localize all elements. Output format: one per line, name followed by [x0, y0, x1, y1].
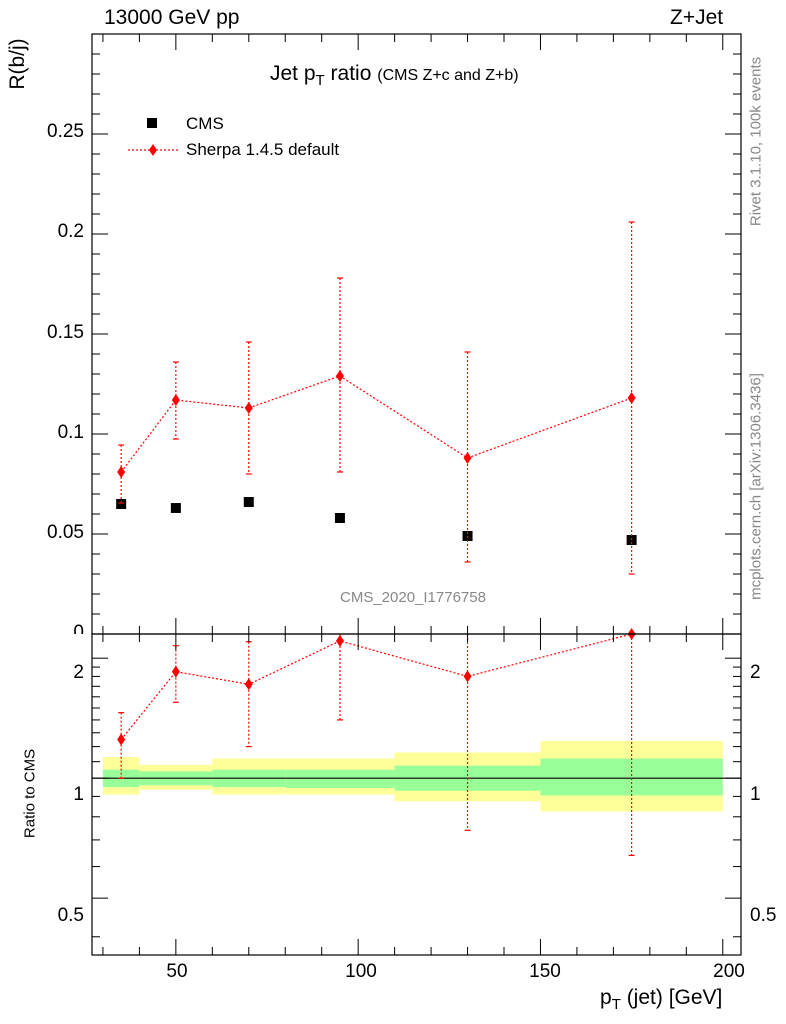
ratio-y-tick-label: 2 [73, 662, 84, 683]
sherpa-ratio-point [244, 678, 253, 691]
chart-title-rest: ratio [324, 62, 372, 85]
sherpa-point [171, 394, 180, 406]
legend-label-cms: CMS [186, 114, 224, 133]
legend-marker-sherpa [149, 144, 157, 156]
header-right: Z+Jet [670, 6, 724, 29]
sherpa-point [117, 466, 126, 478]
x-tick-label: 100 [345, 961, 377, 982]
cms-data-point [170, 503, 181, 513]
x-tick-label: 50 [166, 961, 188, 982]
y-tick-label: 0.1 [57, 422, 84, 443]
cms-data-point [243, 497, 254, 507]
sherpa-point [463, 452, 472, 464]
ratio-panel-frame [91, 633, 742, 956]
legend-label-sherpa: Sherpa 1.4.5 default [186, 140, 340, 159]
ratio-y-tick-label-right: 1 [750, 784, 761, 805]
legend-marker-cms [147, 118, 157, 128]
sherpa-point [335, 370, 344, 382]
sherpa-ratio-point [171, 665, 180, 678]
ratio-bands [92, 740, 741, 812]
mcplots-info: mcplots.cern.ch [arXiv:1306.3436] [747, 373, 765, 600]
y-tick-label: 0.25 [47, 121, 84, 142]
top-panel-marks [116, 118, 637, 575]
sherpa-ratio-line [120, 633, 632, 740]
y-axis-label-top: R(b/j) [6, 38, 29, 90]
sherpa-ratio-point [335, 634, 344, 647]
axes-frames [91, 33, 742, 956]
sherpa-point [244, 402, 253, 414]
rivet-info: Rivet 3.1.10, 100k events [747, 56, 765, 227]
x-axis-label: pT (jet) [GeV] [600, 986, 722, 1013]
band-inner [285, 769, 395, 788]
sherpa-line [120, 375, 632, 473]
y-tick-label: 0.15 [47, 322, 84, 343]
y-tick-label-zero: 0 [73, 622, 84, 634]
y-tick-label: 0.2 [57, 221, 84, 242]
chart-title-note: (CMS Z+c and Z+b) [377, 67, 519, 84]
ratio-y-tick-label: 0.5 [57, 905, 84, 926]
y-tick-label: 0.05 [47, 522, 84, 543]
ratio-y-tick-label-right: 0.5 [750, 905, 777, 926]
sherpa-ratio-point [117, 733, 126, 746]
chart-title: Jet pT ratio (CMS Z+c and Z+b) [270, 62, 519, 89]
cms-data-point [116, 499, 127, 509]
ratio-y-tick-label-right: 2 [750, 662, 761, 683]
chart-title-sub: T [315, 72, 325, 90]
cms-data-point [334, 513, 345, 523]
axis-ticks [92, 34, 741, 955]
chart-title-main: Jet p [270, 62, 316, 85]
ratio-panel-marks [117, 628, 636, 857]
sherpa-point [627, 392, 636, 404]
x-tick-label: 150 [529, 961, 561, 982]
analysis-watermark: CMS_2020_I1776758 [340, 589, 486, 606]
x-axis-label-main: p [600, 986, 612, 1009]
x-axis-label-rest: (jet) [GeV] [620, 986, 723, 1009]
header-left: 13000 GeV pp [104, 6, 240, 29]
sherpa-ratio-point [463, 670, 472, 683]
x-tick-label: 200 [713, 961, 745, 982]
ratio-y-tick-label: 1 [73, 784, 84, 805]
band-inner [540, 758, 723, 796]
x-axis-label-sub: T [611, 996, 621, 1014]
